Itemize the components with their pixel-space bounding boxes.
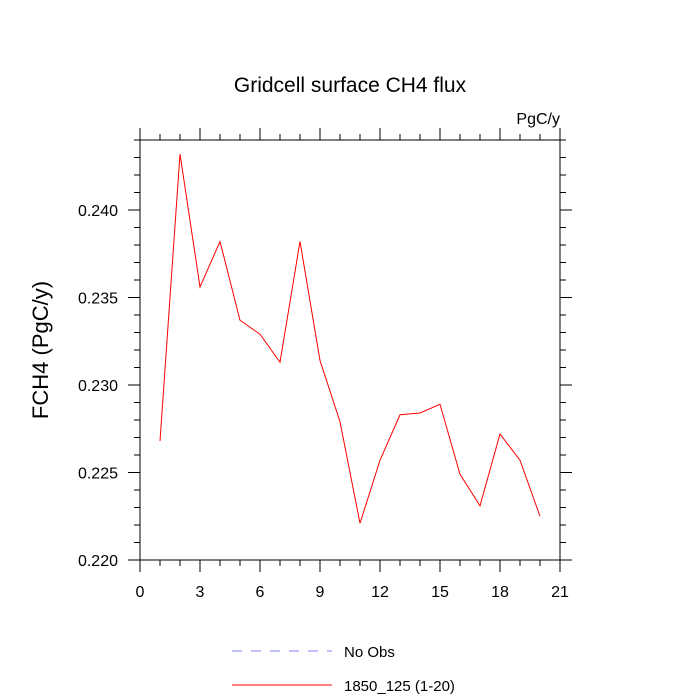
y-tick-label: 0.240 — [78, 203, 118, 220]
units-label: PgC/y — [516, 111, 560, 128]
plot-frame — [139, 139, 561, 561]
y-axis-label: FCH4 (PgC/y) — [28, 281, 53, 419]
legend-label-no-obs: No Obs — [344, 644, 395, 661]
x-tick-label: 12 — [371, 584, 389, 601]
y-tick-label: 0.220 — [78, 553, 118, 570]
axis-ticks — [128, 128, 572, 572]
x-tick-label: 6 — [256, 584, 265, 601]
chart-title: Gridcell surface CH4 flux — [234, 74, 467, 97]
x-tick-label: 21 — [551, 584, 569, 601]
y-tick-label: 0.225 — [78, 466, 118, 483]
x-tick-label: 9 — [316, 584, 325, 601]
axis-tick-labels: 0 3 6 9 12 15 18 21 0.220 0.225 0.230 0.235 0.240 — [78, 203, 569, 601]
series-line-0 — [159, 153, 541, 524]
x-tick-label: 18 — [491, 584, 509, 601]
y-tick-label: 0.230 — [78, 378, 118, 395]
x-tick-label: 3 — [196, 584, 205, 601]
x-tick-label: 0 — [136, 584, 145, 601]
y-tick-label: 0.235 — [78, 291, 118, 308]
x-tick-label: 15 — [431, 584, 449, 601]
legend-label-1850-125: 1850_125 (1-20) — [344, 678, 455, 695]
legend: No Obs 1850_125 (1-20) — [232, 644, 455, 695]
series-group — [159, 153, 541, 524]
